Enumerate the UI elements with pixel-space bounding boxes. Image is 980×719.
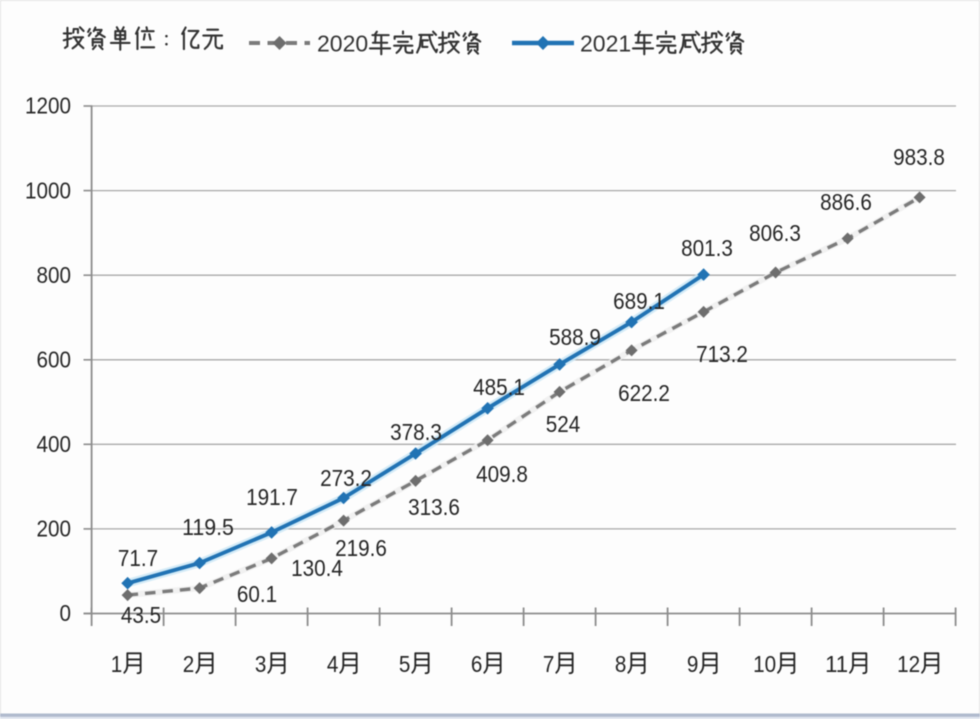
svg-text:8: 8 [615,651,627,677]
svg-text:400: 400 [37,431,72,457]
svg-text:2: 2 [183,651,195,677]
svg-text:806.3: 806.3 [749,220,801,246]
svg-text:200: 200 [37,516,72,542]
svg-text:689.1: 689.1 [613,288,665,314]
svg-text:119.5: 119.5 [182,514,234,540]
svg-text:1: 1 [111,651,123,677]
svg-text:588.9: 588.9 [549,324,601,350]
svg-text:5: 5 [399,651,411,677]
svg-text:1000: 1000 [25,177,71,203]
svg-text:12: 12 [897,651,920,677]
svg-text:313.6: 313.6 [408,494,460,520]
svg-text:600: 600 [37,347,72,373]
svg-text:524: 524 [546,411,581,437]
svg-text:273.2: 273.2 [320,465,372,491]
svg-text:4: 4 [327,651,339,677]
svg-text:10: 10 [753,651,776,677]
svg-text:219.6: 219.6 [335,535,387,561]
svg-text:7: 7 [543,651,555,677]
svg-text:9: 9 [687,651,699,677]
svg-text:485.1: 485.1 [473,374,525,400]
svg-text:2021: 2021 [580,31,631,57]
svg-text:409.8: 409.8 [476,461,528,487]
svg-text:886.6: 886.6 [820,189,872,215]
svg-text:60.1: 60.1 [237,581,277,607]
svg-text:622.2: 622.2 [618,380,670,406]
svg-text:6: 6 [471,651,483,677]
svg-text:0: 0 [60,600,72,626]
svg-text:378.3: 378.3 [390,419,442,445]
svg-text:3: 3 [255,651,267,677]
svg-text:191.7: 191.7 [246,484,298,510]
svg-text:983.8: 983.8 [893,144,945,170]
svg-text:130.4: 130.4 [291,555,343,581]
svg-text:11: 11 [825,651,848,677]
svg-text:71.7: 71.7 [118,545,158,571]
svg-text:801.3: 801.3 [681,235,733,261]
svg-text:800: 800 [37,262,72,288]
svg-text:1200: 1200 [25,93,71,119]
svg-text:2020: 2020 [317,31,368,57]
svg-text:713.2: 713.2 [696,341,748,367]
svg-text:43.5: 43.5 [121,602,161,628]
